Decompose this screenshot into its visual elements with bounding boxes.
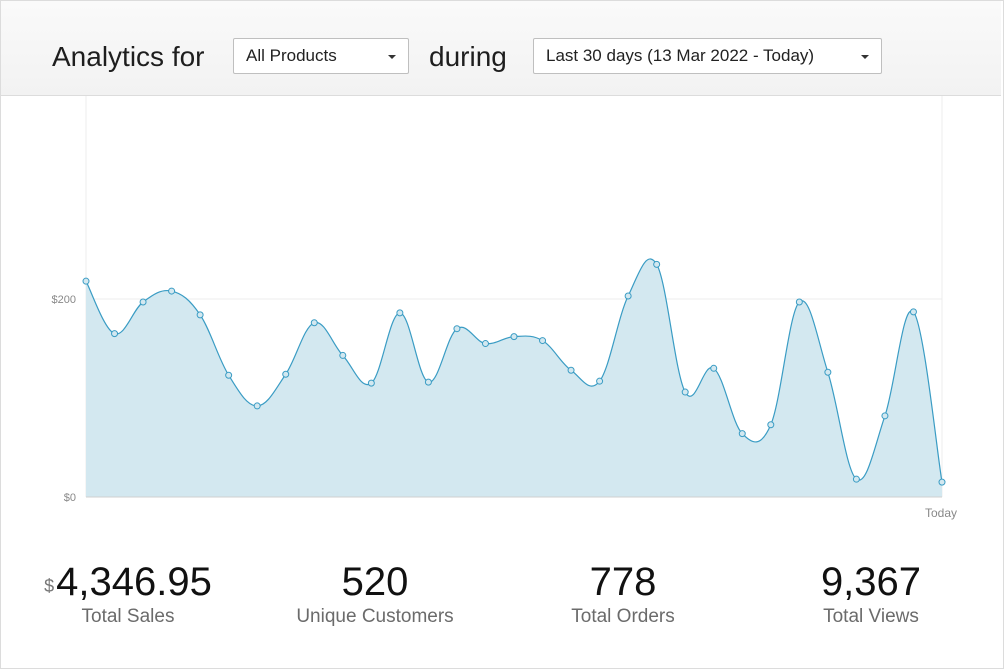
x-end-label: Today — [925, 506, 957, 520]
unique-customers-label: Unique Customers — [296, 606, 454, 627]
y-tick-label: $0 — [64, 492, 76, 504]
data-point — [710, 364, 718, 372]
data-point — [424, 378, 432, 386]
analytics-for-label: Analytics for — [52, 41, 205, 72]
data-point — [824, 368, 832, 376]
data-point — [938, 478, 946, 486]
data-point — [253, 402, 261, 410]
data-point — [767, 421, 775, 429]
data-point — [367, 379, 375, 387]
data-point — [681, 388, 689, 396]
chevron-down-icon — [388, 55, 396, 59]
analytics-header: Analytics for All Products during Last 3… — [1, 1, 1001, 96]
data-point — [225, 371, 233, 379]
data-point — [396, 309, 404, 317]
data-point — [653, 260, 661, 268]
data-point — [310, 319, 318, 327]
stat-total-orders: 778 Total Orders — [533, 560, 713, 628]
currency-symbol: $ — [44, 576, 55, 596]
date-range-select-value: Last 30 days (13 Mar 2022 - Today) — [546, 46, 815, 65]
during-label: during — [429, 41, 507, 72]
data-point — [510, 333, 518, 341]
data-point — [82, 277, 90, 285]
data-point — [168, 287, 176, 295]
stat-unique-customers: 520 Unique Customers — [275, 560, 475, 628]
data-point — [624, 292, 632, 300]
total-orders-label: Total Orders — [571, 606, 675, 627]
product-select-value: All Products — [246, 46, 337, 65]
total-sales-label: Total Sales — [81, 606, 175, 627]
y-tick-label: $200 — [52, 294, 76, 306]
unique-customers-value: 520 — [341, 560, 409, 604]
sales-chart: $0 $200 Today — [1, 96, 1001, 536]
data-point — [481, 340, 489, 348]
data-point — [339, 351, 347, 359]
data-point — [738, 430, 746, 438]
stat-total-views: 9,367 Total Views — [781, 560, 961, 628]
data-point — [567, 366, 575, 374]
chart-svg: $0 $200 Today — [52, 96, 957, 520]
date-range-select[interactable]: Last 30 days (13 Mar 2022 - Today) — [533, 38, 882, 74]
total-orders-value: 778 — [589, 560, 657, 604]
data-point — [139, 298, 147, 306]
data-point — [539, 337, 547, 345]
data-point — [881, 412, 889, 420]
total-views-label: Total Views — [823, 606, 919, 627]
data-point — [795, 298, 803, 306]
series-area — [86, 258, 942, 497]
data-point — [453, 325, 461, 333]
data-point — [909, 308, 917, 316]
product-select[interactable]: All Products — [233, 38, 409, 74]
stat-value: $4,346.95 — [38, 560, 218, 604]
total-sales-value: 4,346.95 — [56, 560, 212, 604]
data-point — [111, 330, 119, 338]
data-point — [852, 475, 860, 483]
stat-total-sales: $4,346.95 Total Sales — [38, 560, 218, 628]
total-views-value: 9,367 — [820, 560, 922, 604]
data-point — [282, 370, 290, 378]
chevron-down-icon — [861, 55, 869, 59]
data-point — [596, 377, 604, 385]
data-point — [196, 311, 204, 319]
